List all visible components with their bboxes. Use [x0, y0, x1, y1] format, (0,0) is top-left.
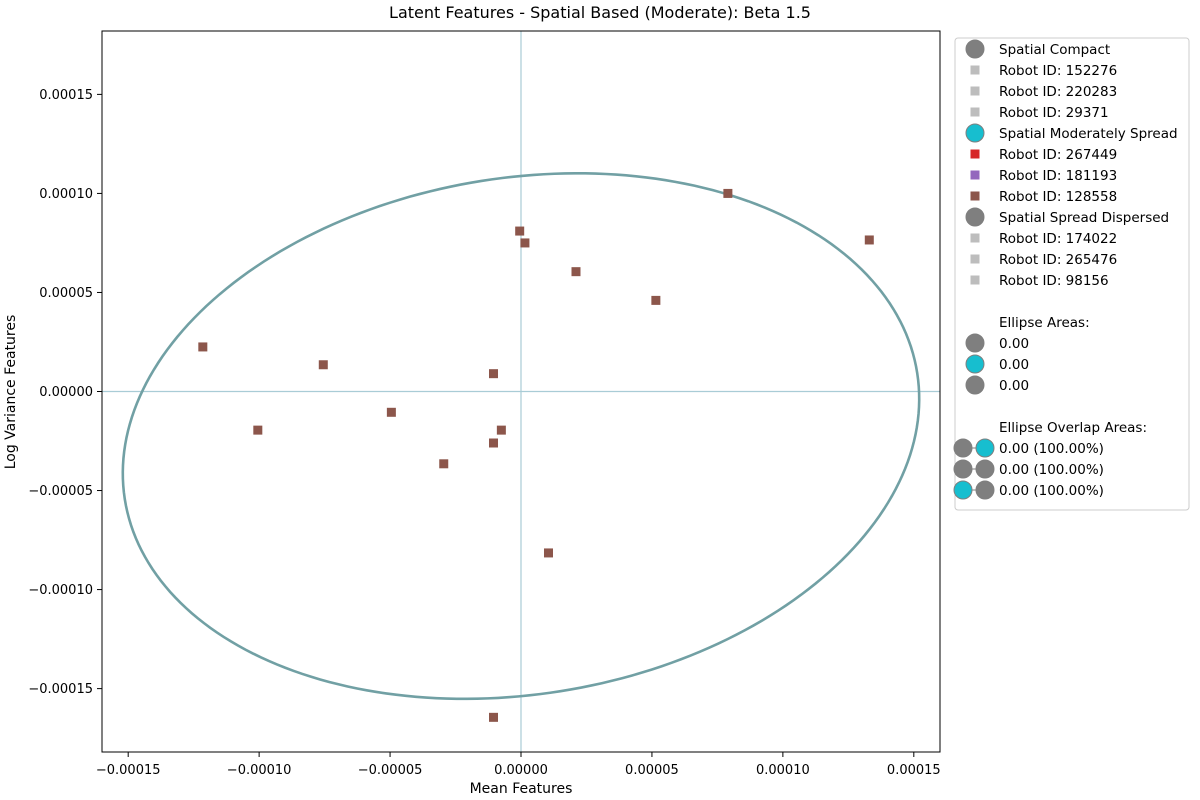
legend-square-marker [970, 275, 980, 285]
legend-entry: Robot ID: 174022 [970, 231, 1117, 247]
legend-label: Spatial Spread Dispersed [999, 210, 1169, 226]
legend-entry: 0.00 [965, 333, 1029, 353]
x-tick-label: −0.00015 [96, 763, 161, 778]
x-tick-label: 0.00010 [756, 763, 810, 778]
x-axis-label: Mean Features [470, 781, 573, 797]
legend-label: 0.00 [999, 378, 1029, 394]
x-tick-label: −0.00005 [358, 763, 423, 778]
legend-pair-marker-left [953, 438, 973, 458]
legend-label: 0.00 [999, 357, 1029, 373]
data-point [489, 712, 499, 722]
legend-pair-marker-right [975, 459, 995, 479]
data-point [198, 342, 208, 352]
legend-square-marker [970, 233, 980, 243]
legend-label: Robot ID: 128558 [999, 189, 1117, 205]
legend-square-marker [970, 107, 980, 117]
y-tick-label: −0.00010 [28, 583, 93, 598]
y-axis-label: Log Variance Features [3, 315, 19, 470]
confidence-ellipse [121, 172, 921, 701]
legend-entry: Spatial Spread Dispersed [965, 207, 1169, 227]
legend-label: Robot ID: 98156 [999, 273, 1109, 289]
legend-entry: Robot ID: 267449 [970, 147, 1117, 163]
legend-entry: Spatial Compact [965, 39, 1110, 59]
legend-circle-marker [965, 354, 985, 374]
legend-entry: 0.00 [965, 375, 1029, 395]
data-point [651, 295, 661, 305]
data-point [723, 188, 733, 198]
legend-entry: 0.00 (100.00%) [953, 459, 1104, 479]
legend-circle-marker [965, 207, 985, 227]
legend-square-marker [970, 170, 980, 180]
legend-square-marker [970, 191, 980, 201]
legend-entry: Robot ID: 220283 [970, 84, 1117, 100]
y-tick-label: −0.00005 [28, 484, 93, 499]
legend-entry: Spatial Moderately Spread [965, 123, 1178, 143]
legend-entry: Robot ID: 98156 [970, 273, 1109, 289]
data-point [543, 548, 553, 558]
legend-circle-marker [965, 39, 985, 59]
legend-label: 0.00 [999, 336, 1029, 352]
plot-area: −0.00015 −0.00010 −0.00005 0.00000 0.00005 0.… [28, 30, 941, 778]
data-point [496, 425, 506, 435]
legend-label: Robot ID: 174022 [999, 231, 1117, 247]
legend-label: Spatial Compact [999, 42, 1110, 58]
legend-entry: Robot ID: 152276 [970, 63, 1117, 79]
data-point [318, 360, 328, 370]
legend-entry: 0.00 (100.00%) [953, 480, 1104, 500]
legend-square-marker [970, 254, 980, 264]
data-point [520, 238, 530, 248]
data-point [489, 438, 499, 448]
legend-label: 0.00 (100.00%) [999, 462, 1104, 478]
y-tick-label: 0.00000 [39, 385, 93, 400]
data-point [864, 235, 874, 245]
legend-box [954, 37, 1190, 511]
legend-label: Ellipse Areas: [999, 315, 1090, 331]
data-point [253, 425, 263, 435]
x-tick-label: 0.00000 [494, 763, 548, 778]
legend-entry: Robot ID: 181193 [970, 168, 1117, 184]
chart-title: Latent Features - Spatial Based (Moderat… [389, 3, 811, 22]
legend-pair-marker-left [953, 480, 973, 500]
y-tick-label: −0.00015 [28, 682, 93, 697]
x-tick-label: 0.00015 [887, 763, 941, 778]
legend-entry: Robot ID: 29371 [970, 105, 1109, 121]
legend-label: Robot ID: 181193 [999, 168, 1117, 184]
legend-pair-marker-right [975, 438, 995, 458]
legend: Spatial Compact Robot ID: 152276 Robot ID:… [953, 37, 1190, 511]
legend-label: 0.00 (100.00%) [999, 483, 1104, 499]
legend-circle-marker [965, 375, 985, 395]
legend-entry: Robot ID: 128558 [970, 189, 1117, 205]
data-point [571, 267, 581, 277]
legend-entry: Ellipse Overlap Areas: [999, 420, 1147, 436]
data-point [386, 407, 396, 417]
legend-label: Robot ID: 220283 [999, 84, 1117, 100]
legend-entry: 0.00 [965, 354, 1029, 374]
legend-circle-marker [965, 123, 985, 143]
legend-label: Robot ID: 267449 [999, 147, 1117, 163]
y-tick-label: 0.00005 [39, 286, 93, 301]
legend-square-marker [970, 86, 980, 96]
legend-circle-marker [965, 333, 985, 353]
legend-entry: 0.00 (100.00%) [953, 438, 1104, 458]
legend-label: Ellipse Overlap Areas: [999, 420, 1147, 436]
data-point [515, 226, 525, 236]
data-point [439, 459, 449, 469]
y-tick-label: 0.00015 [39, 88, 93, 103]
legend-label: Robot ID: 152276 [999, 63, 1117, 79]
legend-square-marker [970, 65, 980, 75]
legend-label: 0.00 (100.00%) [999, 441, 1104, 457]
x-tick-label: 0.00005 [625, 763, 679, 778]
legend-label: Spatial Moderately Spread [999, 126, 1178, 142]
legend-entry: Robot ID: 265476 [970, 252, 1117, 268]
legend-label: Robot ID: 29371 [999, 105, 1109, 121]
legend-label: Robot ID: 265476 [999, 252, 1117, 268]
legend-pair-marker-right [975, 480, 995, 500]
legend-pair-marker-left [953, 459, 973, 479]
x-tick-label: −0.00010 [227, 763, 292, 778]
legend-square-marker [970, 149, 980, 159]
y-tick-label: 0.00010 [39, 187, 93, 202]
legend-entry: Ellipse Areas: [999, 315, 1090, 331]
data-point [489, 369, 499, 379]
